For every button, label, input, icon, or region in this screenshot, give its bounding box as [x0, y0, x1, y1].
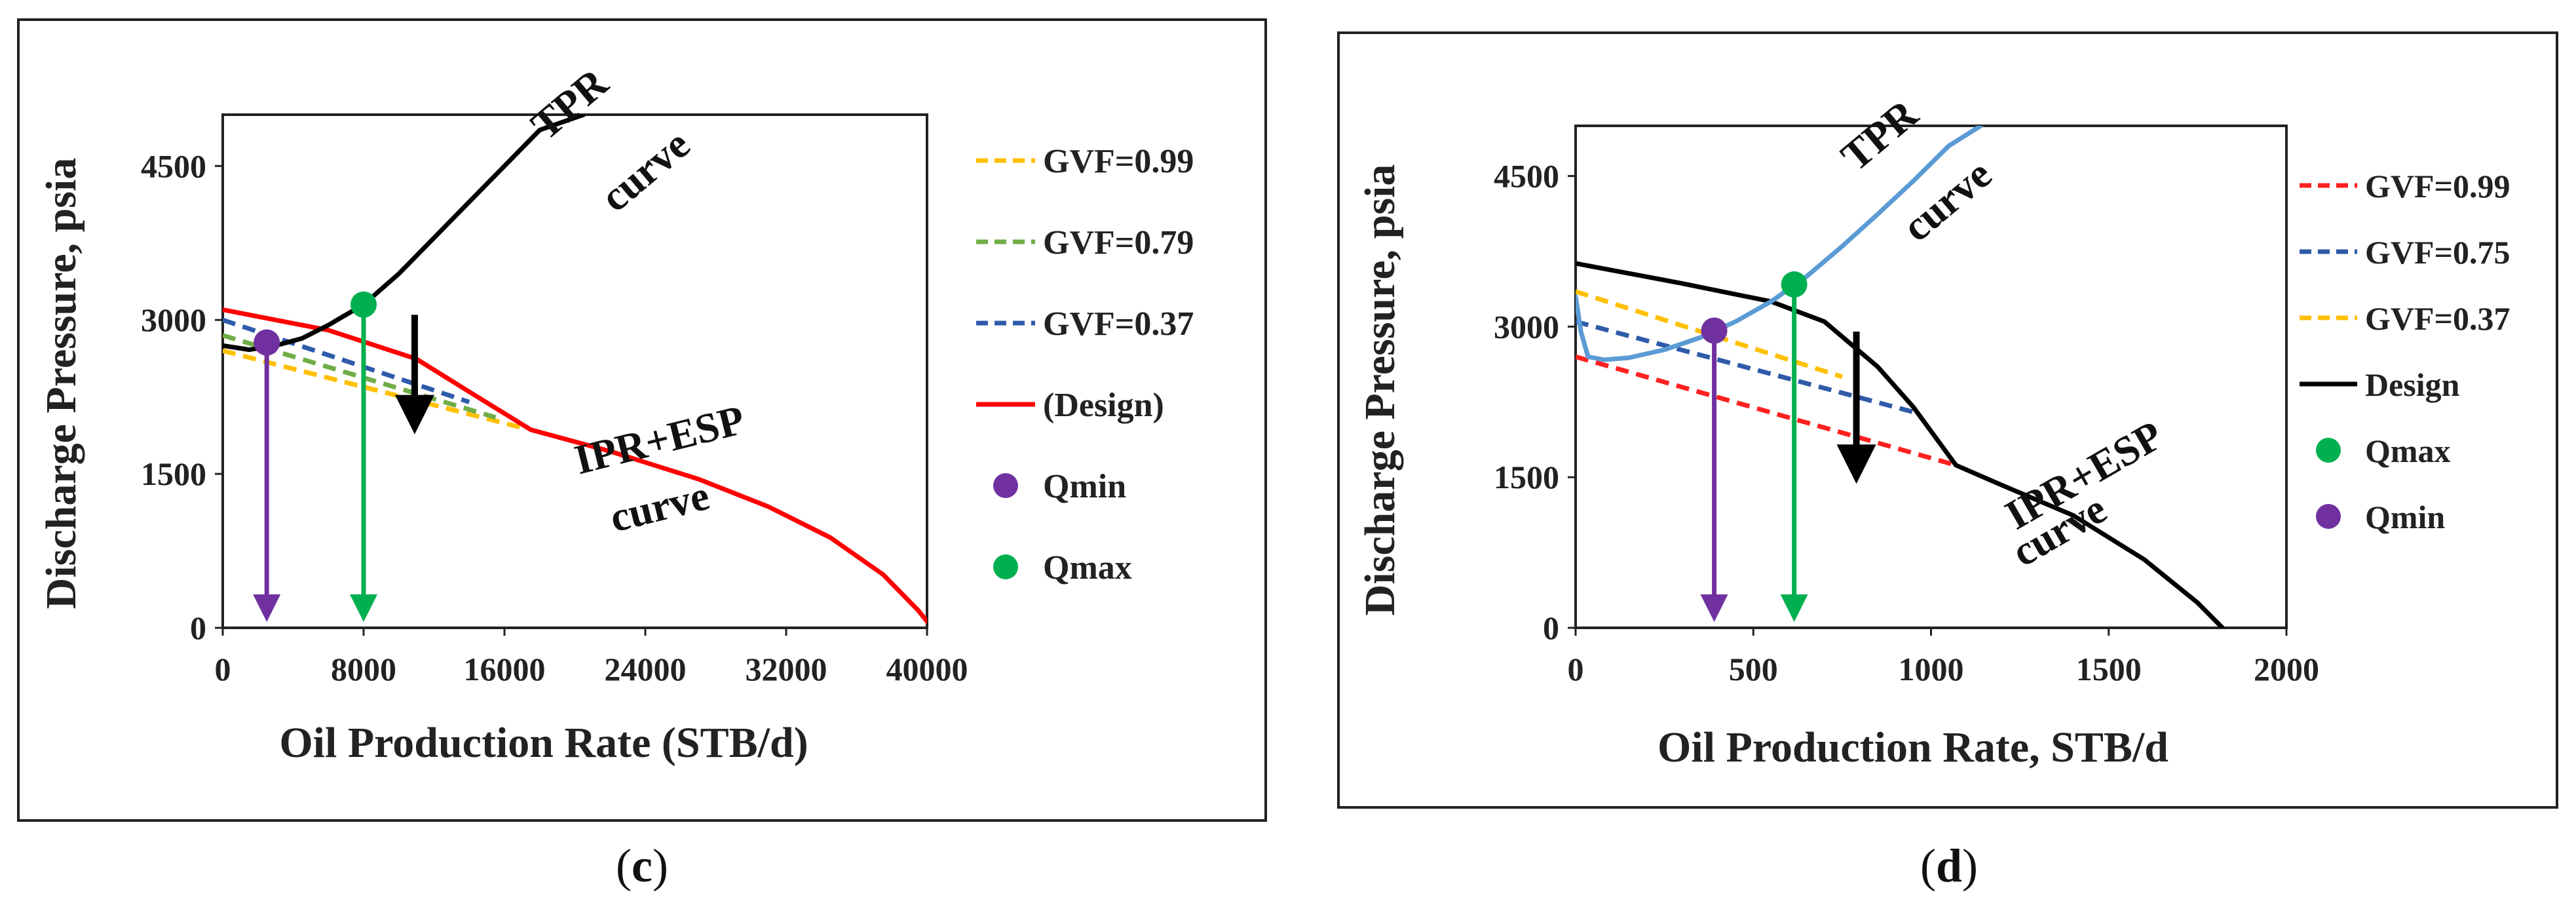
legend-label-qmax-c: Qmax — [1043, 549, 1132, 587]
marker-qmax-c — [350, 291, 377, 318]
y-tick-label-d: 4500 — [1494, 158, 1559, 195]
y-tick-label-c: 1500 — [141, 455, 206, 492]
legend-label-gvf-0-99-c: GVF=0.99 — [1043, 143, 1194, 180]
series-line-design-d — [1576, 261, 2225, 628]
y-tick-label-d: 0 — [1543, 609, 1559, 646]
panel-c-frame — [17, 18, 1267, 822]
legend-swatch-qmin-d — [2316, 504, 2341, 529]
panel-c: 0 8000 16000 24000 32000 400000150030004500TP… — [17, 18, 1267, 892]
x-tick-label-d: 1000 — [1899, 651, 1964, 687]
x-tick-label-c: 40000 — [886, 651, 968, 687]
legend-label-qmin-d: Qmin — [2365, 499, 2445, 535]
legend-label-gvf-0-79-c: GVF=0.79 — [1043, 224, 1194, 261]
x-tick-label-c: 32000 — [746, 651, 827, 687]
x-axis-title-d: Oil Production Rate, STB/d — [1657, 724, 2169, 771]
legend-d: GVF=0.99 GVF=0.75 GVF=0.37 Design Qmax Qmin — [2300, 168, 2510, 535]
legend-label-qmax-d: Qmax — [2365, 433, 2451, 469]
legend-label-gvf-0-37-c: GVF=0.37 — [1043, 305, 1194, 343]
x-tick-label-c: 16000 — [464, 651, 546, 687]
series-line-gvf-0-37-d — [1576, 289, 1843, 379]
y-axis-title-d: Discharge Pressure, psia — [1356, 164, 1404, 616]
legend-label-design-c: (Design) — [1043, 387, 1164, 424]
x-tick-label-c: 24000 — [605, 651, 687, 687]
y-axis-title-c: Discharge Pressure, psia — [37, 158, 85, 609]
series-line-gvf-0-75-d — [1576, 319, 1914, 415]
axes-box-c — [221, 113, 928, 629]
y-tick-label-d: 1500 — [1494, 459, 1559, 495]
legend-label-gvf-0-37-d: GVF=0.37 — [2365, 300, 2510, 337]
marker-qmin-c — [254, 329, 280, 356]
y-tick-label-c: 4500 — [141, 147, 206, 184]
x-tick-label-c: 0 — [215, 651, 231, 687]
x-axis-title-c: Oil Production Rate (STB/d) — [279, 719, 808, 767]
plot-area-c: 0 8000 16000 24000 32000 400000150030004500TP… — [141, 59, 968, 687]
y-tick-label-d: 3000 — [1494, 308, 1559, 345]
x-tick-label-d: 0 — [1568, 651, 1584, 687]
x-tick-label-d: 1500 — [2076, 651, 2142, 687]
series-line-tpr-d — [1576, 126, 1983, 362]
legend-label-qmin-c: Qmin — [1043, 468, 1126, 505]
series-line-design-c — [223, 307, 927, 625]
legend-label-design-d: Design — [2365, 366, 2460, 403]
marker-qmin-d — [1701, 317, 1728, 344]
legend-swatch-qmax-c — [993, 554, 1018, 579]
panel-d-frame — [1337, 31, 2558, 809]
series-line-gvf-0-99-d — [1576, 354, 1957, 468]
legend-swatch-qmin-c — [993, 473, 1018, 498]
y-tick-label-c: 0 — [190, 609, 206, 646]
x-tick-label-d: 500 — [1729, 651, 1778, 687]
legend-c: GVF=0.99 GVF=0.79 GVF=0.37 (Design) Qmin Qmax — [976, 143, 1194, 587]
caption-c: (c) — [616, 839, 668, 892]
legend-swatch-qmax-d — [2316, 438, 2341, 463]
legend-label-gvf-0-75-d: GVF=0.75 — [2365, 234, 2510, 271]
y-tick-label-c: 3000 — [141, 301, 206, 338]
legend-label-gvf-0-99-d: GVF=0.99 — [2365, 168, 2510, 204]
x-tick-label-c: 8000 — [331, 651, 396, 687]
x-tick-label-d: 2000 — [2254, 651, 2319, 687]
marker-qmax-d — [1781, 271, 1808, 298]
caption-d: (d) — [1920, 839, 1978, 892]
series-line-gvf-0-99-c — [223, 348, 523, 431]
